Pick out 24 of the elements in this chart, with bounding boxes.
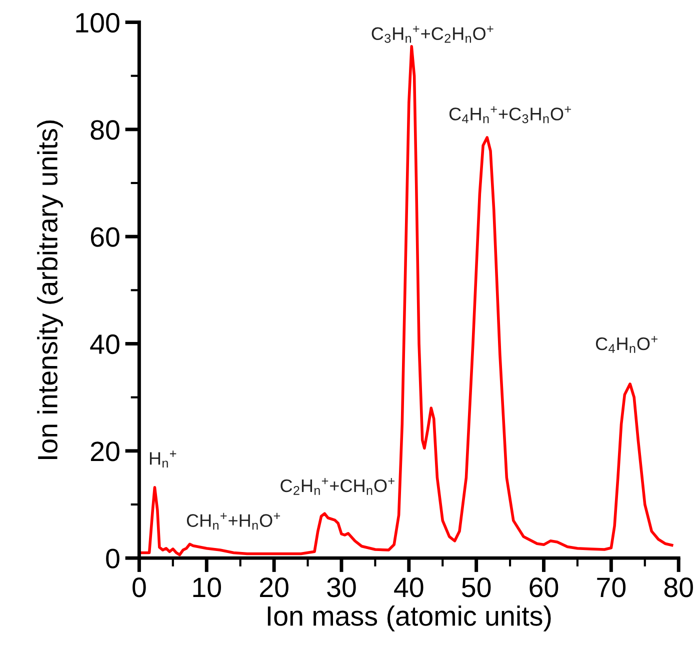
y-tick-label: 100 [76, 12, 120, 33]
x-tick-label: 60 [530, 578, 558, 598]
x-tick-label: 40 [394, 578, 424, 598]
x-axis-title: Ion mass (atomic units) [268, 605, 551, 632]
annotation: CH$_{n}$$^{+}$+H$_{n}$O$^{+}$ [186, 512, 280, 530]
y-tick-label: 0 [106, 548, 120, 568]
text: C$_{2}$H$_{n}$$^{+}$+CH$_{n}$O$^{+}$ [280, 478, 394, 495]
y-tick-label: 80 [90, 120, 120, 140]
x-tick-label: 30 [327, 578, 356, 598]
x-tick-label: 20 [260, 578, 288, 598]
x-tick-label: 10 [193, 578, 221, 598]
y-tick-label: 40 [90, 334, 120, 354]
line-series [139, 44, 674, 556]
text: C$_{3}$H$_{n}$$^{+}$+C$_{2}$H$_{n}$O$^{+}$ [372, 26, 494, 43]
y-axis-title: Ion intensity (arbitrary units) [37, 120, 63, 459]
x-tick-label: 0 [132, 578, 146, 598]
x-tick-label: 50 [462, 578, 491, 598]
y-tick-label: 60 [90, 227, 120, 247]
annotation: H$_{n}$$^{+}$ [150, 450, 176, 468]
x-tick-label: 80 [664, 578, 693, 598]
x-tick-label: 70 [597, 578, 626, 598]
annotation: C$_{4}$H$_{n}$O$^{+}$ [596, 336, 658, 353]
text: C$_{4}$H$_{n}$$^{+}$+C$_{3}$H$_{n}$O$^{+}$ [449, 106, 571, 124]
y-tick-label: 20 [90, 442, 120, 462]
